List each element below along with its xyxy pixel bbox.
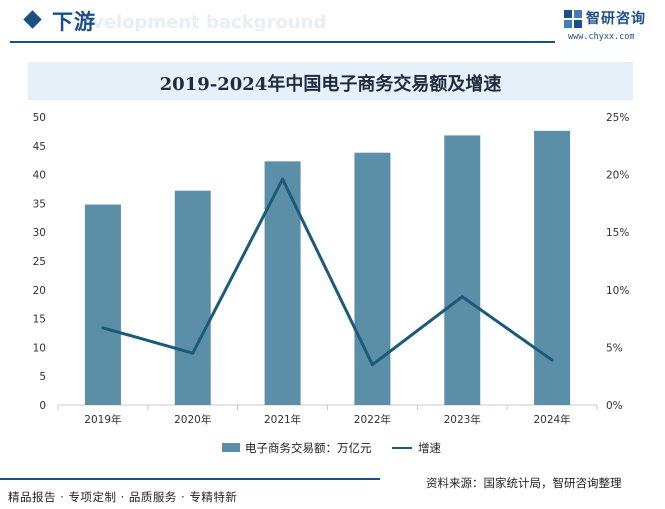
chart-title: 2019-2024年中国电子商务交易额及增速 [159,74,502,95]
legend-line-label: 增速 [418,441,441,455]
y-left-tick-label: 20 [33,285,46,297]
bar [174,190,211,405]
y-right-tick-label: 0% [606,400,623,412]
growth-point [550,358,554,362]
y-left-tick-label: 10 [33,342,46,354]
header-divider [10,41,555,43]
chart-title-band: 2019-2024年中国电子商务交易额及增速 [28,62,633,100]
legend-bar-swatch [222,443,240,452]
footer-divider [0,478,380,480]
logo: 智研咨询 www.chyxx.com [562,8,662,44]
source-note: 资料来源：国家统计局，智研咨询整理 [426,476,622,490]
header-background-text: velopment background [92,12,327,33]
y-left-tick-label: 50 [33,112,46,124]
legend-bar-label: 电子商务交易额：万亿元 [245,441,372,455]
bar [534,130,571,405]
growth-point [101,326,105,330]
y-left-tick-label: 5 [39,371,46,383]
growth-line [102,177,553,367]
legend-line-swatch [392,447,412,449]
x-tick-label: 2022年 [354,413,391,426]
y-left-tick-label: 40 [33,170,46,182]
y-left-tick-label: 35 [33,198,46,210]
y-left-tick-label: 30 [33,227,46,239]
logo-name: 智研咨询 [586,11,646,27]
bar [354,152,391,405]
y-right-tick-label: 25% [606,112,629,124]
section-title: 下游 [52,10,96,34]
y-right-tick-label: 15% [606,227,629,239]
y-left-tick-label: 45 [33,141,46,153]
y-right-tick-label: 20% [606,170,629,182]
logo-url: www.chyxx.com [568,32,635,42]
bar [84,204,121,405]
x-tick-label: 2023年 [444,413,481,426]
x-tick-label: 2019年 [84,413,121,426]
y-right-tick-label: 5% [606,342,623,354]
header: velopment background 下游 智研咨询 www.chyxx.c… [0,0,665,46]
growth-point [281,177,285,181]
zhiyan-logo-icon [564,10,582,28]
y-left-tick-label: 25 [33,256,46,268]
x-tick-label: 2021年 [264,413,301,426]
bar [264,161,301,405]
growth-point [460,295,464,299]
footer-tagline: 精品报告 · 专项定制 · 品质服务 · 专精特新 [8,490,238,504]
growth-point [191,351,195,355]
growth-point [370,363,374,367]
bar [444,135,481,405]
x-tick-label: 2020年 [174,413,211,426]
y-right-tick-label: 10% [606,285,629,297]
x-tick-label: 2024年 [533,413,570,426]
y-left-tick-label: 15 [33,314,46,326]
y-left-tick-label: 0 [39,400,46,412]
